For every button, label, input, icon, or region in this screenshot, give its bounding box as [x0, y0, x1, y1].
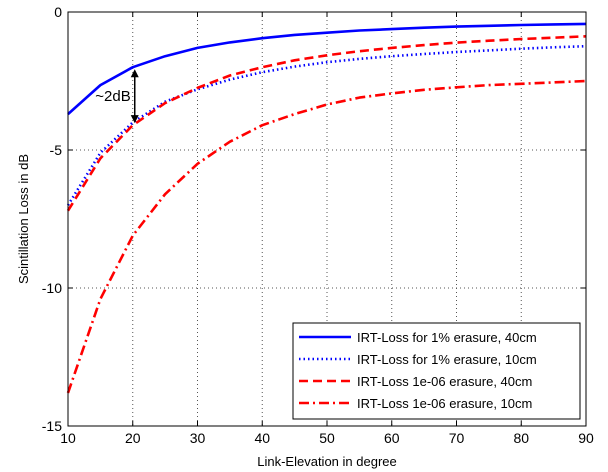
annotation-label: ~2dB: [95, 88, 130, 105]
annotation-arrowhead-up: [130, 69, 139, 78]
x-tick-label: 30: [190, 430, 206, 446]
series-line-2: [66, 44, 587, 206]
legend-label: IRT-Loss for 1% erasure, 10cm: [357, 352, 537, 367]
x-tick-label: 90: [578, 430, 594, 446]
legend-label: IRT-Loss for 1% erasure, 40cm: [357, 330, 537, 345]
y-tick-label: -15: [42, 418, 62, 434]
y-axis-label: Scintillation Loss in dB: [16, 154, 31, 284]
ticks: 10 20 30 40 50 60 70 80 90 0 -5 -10 -15: [42, 4, 594, 446]
y-tick-label: 0: [54, 4, 62, 20]
x-tick-label: 10: [60, 430, 76, 446]
legend-label: IRT-Loss 1e-06 erasure, 40cm: [357, 374, 532, 389]
x-tick-label: 70: [449, 430, 465, 446]
series-layer: [66, 22, 587, 394]
series-line-3: [66, 35, 587, 212]
annotation-layer: ~2dB: [95, 69, 139, 124]
legend: IRT-Loss for 1% erasure, 40cm IRT-Loss fo…: [292, 322, 581, 420]
legend-label: IRT-Loss 1e-06 erasure, 10cm: [357, 396, 532, 411]
y-tick-label: -5: [50, 142, 63, 158]
series-line-1: [67, 22, 587, 116]
x-tick-label: 20: [125, 430, 141, 446]
x-tick-label: 60: [384, 430, 400, 446]
x-tick-label: 80: [513, 430, 529, 446]
series-line-4: [66, 79, 587, 394]
x-tick-label: 40: [254, 430, 270, 446]
x-tick-label: 50: [319, 430, 335, 446]
annotation-arrowhead-down: [130, 115, 139, 124]
y-tick-label: -10: [42, 280, 62, 296]
x-axis-label: Link-Elevation in degree: [257, 454, 396, 469]
